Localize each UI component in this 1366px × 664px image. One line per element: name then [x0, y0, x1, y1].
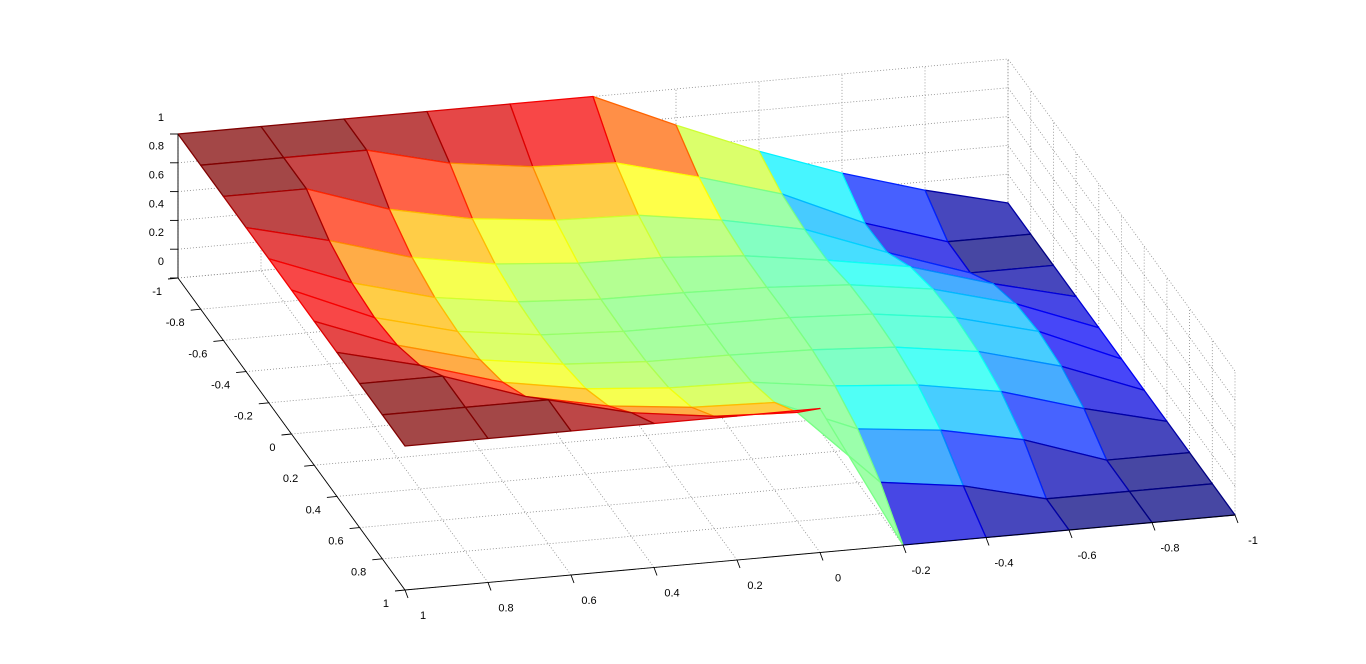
x-tick — [404, 589, 409, 599]
y-tick-label: -0.8 — [166, 317, 185, 329]
x-tick-label: 0.6 — [581, 595, 596, 607]
x-tick-label: 0.8 — [498, 602, 513, 614]
x-tick — [736, 559, 741, 569]
y-tick — [304, 464, 315, 467]
y-tick-label: 0.8 — [351, 567, 366, 579]
x-tick — [902, 544, 907, 554]
x-tick-label: 0.4 — [664, 587, 679, 599]
y-tick-label: -0.6 — [188, 348, 207, 360]
x-tick — [487, 582, 492, 591]
x-tick — [819, 552, 824, 561]
y-tick-label: -0.2 — [234, 411, 253, 423]
x-tick — [653, 567, 658, 576]
x-tick-label: -0.4 — [995, 557, 1014, 569]
y-tick — [258, 402, 269, 405]
x-tick-label: -0.2 — [912, 565, 931, 577]
y-tick — [281, 433, 292, 436]
x-tick-label: -1 — [1248, 535, 1258, 547]
x-tick-label: -0.6 — [1078, 550, 1097, 562]
y-tick — [394, 589, 406, 592]
x-tick — [1151, 522, 1156, 531]
mesh-face — [381, 406, 489, 447]
x-tick-label: -0.8 — [1161, 542, 1180, 554]
z-tick-label: 1 — [158, 112, 164, 124]
x-tick — [1068, 529, 1073, 539]
y-tick-label: 0 — [269, 442, 275, 454]
x-tick-label: 0 — [835, 572, 841, 584]
z-tick-label: 0.6 — [149, 170, 164, 182]
y-tick-label: -0.4 — [211, 380, 230, 392]
y-tick — [236, 371, 247, 374]
y-tick-label: 0.6 — [328, 536, 343, 548]
y-tick-label: -1 — [152, 286, 162, 298]
y-tick — [349, 527, 360, 530]
y-tick-label: 0.4 — [306, 504, 321, 516]
y-tick-label: 0.2 — [283, 473, 298, 485]
z-tick-label: 0.4 — [149, 198, 164, 210]
x-tick — [570, 574, 575, 584]
x-tick — [1234, 514, 1239, 524]
x-tick-label: 0.2 — [747, 580, 762, 592]
x-tick — [985, 537, 990, 546]
z-tick-label: 0.8 — [149, 141, 164, 153]
x-tick-label: 1 — [420, 610, 426, 622]
y-tick — [372, 558, 383, 561]
y-tick — [190, 308, 201, 311]
z-tick-label: 0.2 — [149, 227, 164, 239]
y-tick — [326, 495, 337, 498]
y-tick — [213, 339, 224, 342]
z-tick-label: 0 — [158, 256, 164, 268]
y-tick-label: 1 — [383, 598, 389, 610]
